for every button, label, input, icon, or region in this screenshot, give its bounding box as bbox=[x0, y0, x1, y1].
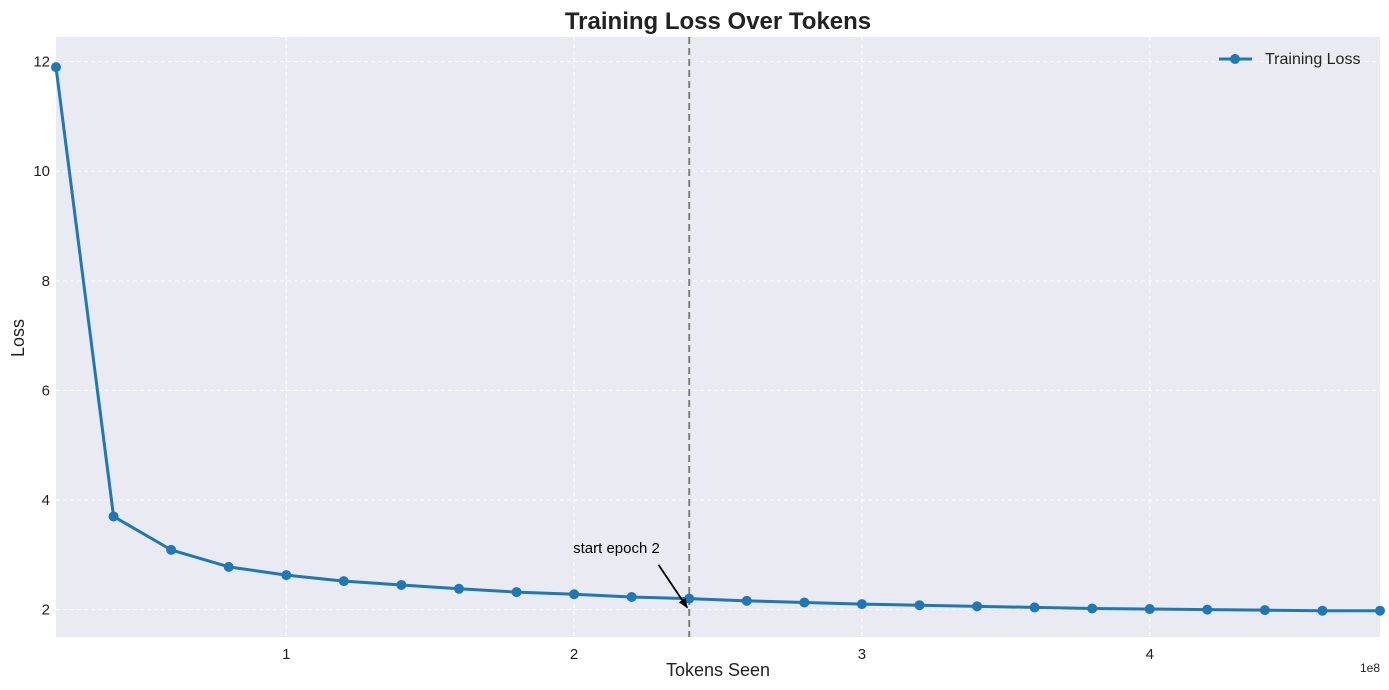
data-point bbox=[338, 576, 349, 587]
x-tick-label: 1 bbox=[282, 646, 290, 663]
y-tick-label: 4 bbox=[42, 492, 50, 509]
x-tick-label: 2 bbox=[570, 646, 578, 663]
series-layer bbox=[51, 62, 1385, 616]
data-point bbox=[396, 579, 407, 590]
y-tick-label: 12 bbox=[33, 54, 50, 71]
data-point bbox=[799, 597, 810, 608]
x-tick-label: 4 bbox=[1146, 646, 1154, 663]
data-point bbox=[1259, 605, 1270, 616]
series-line-training-loss bbox=[54, 65, 1382, 613]
data-point bbox=[914, 600, 925, 611]
data-point bbox=[1317, 605, 1328, 616]
data-point bbox=[166, 544, 177, 555]
data-point bbox=[511, 587, 522, 598]
grid-lines bbox=[56, 37, 1380, 637]
data-point bbox=[1144, 604, 1155, 615]
legend: Training Loss bbox=[1219, 51, 1360, 68]
data-point bbox=[281, 570, 292, 581]
y-tick-label: 6 bbox=[42, 382, 50, 399]
annotation-label: start epoch 2 bbox=[573, 540, 660, 557]
data-point bbox=[569, 589, 580, 600]
chart-title: Training Loss Over Tokens bbox=[565, 8, 871, 35]
plot-area bbox=[56, 37, 1380, 637]
data-point bbox=[856, 599, 867, 610]
data-point bbox=[1087, 603, 1098, 614]
data-point bbox=[1375, 605, 1385, 616]
data-point bbox=[972, 601, 983, 612]
legend-label: Training Loss bbox=[1265, 51, 1360, 68]
data-point bbox=[741, 595, 752, 606]
data-point bbox=[51, 62, 61, 73]
data-point bbox=[453, 583, 464, 594]
data-point bbox=[1202, 604, 1213, 615]
annotation-arrow bbox=[657, 564, 688, 609]
x-tick-label: 3 bbox=[858, 646, 866, 663]
data-point bbox=[1029, 602, 1040, 613]
data-point bbox=[108, 511, 119, 522]
y-tick-label: 10 bbox=[33, 163, 50, 180]
annotation: start epoch 2 bbox=[573, 540, 688, 609]
x-offset-label: 1e8 bbox=[1360, 661, 1380, 675]
data-point bbox=[223, 561, 234, 572]
data-point bbox=[684, 593, 695, 604]
y-tick-label: 2 bbox=[42, 602, 50, 619]
legend-marker bbox=[1230, 54, 1240, 64]
y-tick-label: 8 bbox=[42, 273, 50, 290]
y-axis-label: Loss bbox=[8, 319, 28, 357]
data-point bbox=[626, 592, 637, 602]
x-axis-label: Tokens Seen bbox=[666, 660, 770, 680]
